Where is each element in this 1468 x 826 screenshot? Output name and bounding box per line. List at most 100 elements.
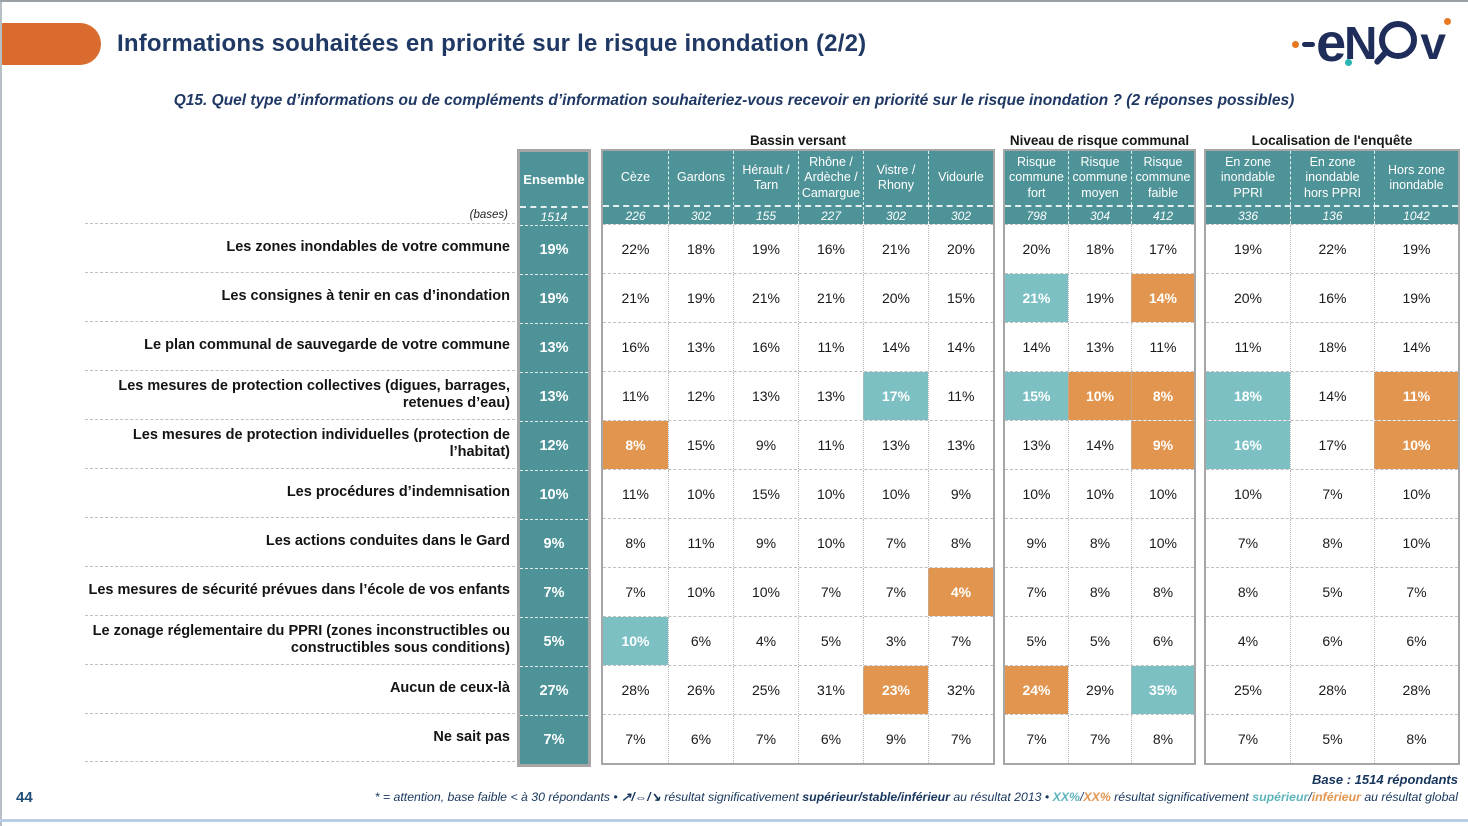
value-cell: 8% <box>1068 519 1131 567</box>
table-row: 19% 22% 19% <box>1206 224 1458 273</box>
value-cell: 10% <box>1233 486 1263 502</box>
value-cell: 4% <box>1237 633 1259 649</box>
column-base: 302 <box>863 207 928 224</box>
value-cell: 19% <box>733 225 798 273</box>
value-cell: 5% <box>798 617 863 665</box>
value-cell: 21% <box>733 274 798 322</box>
column-header: Gardons <box>668 151 733 205</box>
value-cell: 7% <box>928 617 993 665</box>
value-cell: 11% <box>1374 372 1458 420</box>
group-localisation: Localisation de l'enquête En zone inonda… <box>1204 132 1460 765</box>
value-cell: 13% <box>1022 437 1051 453</box>
value-cell: 10% <box>1374 470 1458 518</box>
value-cell: 7% <box>863 519 928 567</box>
logo-orange-dot <box>1292 40 1300 48</box>
value-cell: 23% <box>863 666 928 714</box>
value-cell: 20% <box>1233 290 1263 306</box>
value-cell: 10% <box>863 470 928 518</box>
value-cell: 21% <box>621 290 650 306</box>
value-cell: 13% <box>1068 323 1131 371</box>
value-cell: 6% <box>1374 617 1458 665</box>
row-label: Aucun de ceux-là <box>85 664 515 713</box>
value-cell: 11% <box>1234 339 1262 355</box>
column-header: Vidourle <box>928 151 993 205</box>
value-cell: 10% <box>733 568 798 616</box>
row-label: Les actions conduites dans le Gard <box>85 517 515 566</box>
value-cell: 7% <box>625 584 646 600</box>
value-cell: 16% <box>621 339 650 355</box>
row-label: Les consignes à tenir en cas d’inondatio… <box>85 272 515 321</box>
ensemble-box: Ensemble 1514 19% 19% 13% 13% 12% 10% 9% 7% 5% 27… <box>517 149 591 767</box>
table-row: 20% 18% 17% <box>1005 224 1194 273</box>
value-cell: 32% <box>928 666 993 714</box>
footnote-segment: / <box>1080 790 1084 805</box>
value-cell: 9% <box>863 715 928 763</box>
group-title: Niveau de risque communal <box>1009 133 1190 148</box>
value-cell: 8% <box>1131 372 1194 420</box>
value-cell: 22% <box>621 241 650 257</box>
value-cell: 18% <box>1290 323 1374 371</box>
value-cell: 20% <box>928 225 993 273</box>
value-cell: 7% <box>1237 731 1259 747</box>
table-row: 21% 19% 14% <box>1005 273 1194 322</box>
table-row: 7% 6% 7% 6% 9% 7% <box>603 714 993 763</box>
value-cell: 14% <box>1374 323 1458 371</box>
value-cell: 19% <box>1374 225 1458 273</box>
page-title: Informations souhaitées en priorité sur … <box>117 30 867 57</box>
column-header: En zone inondable PPRI <box>1220 155 1276 200</box>
ensemble-value: 27% <box>520 666 588 715</box>
column-base: 302 <box>928 207 993 224</box>
value-cell: 18% <box>1068 225 1131 273</box>
base-note: Base : 1514 répondants <box>1312 772 1458 787</box>
table-row: 28% 26% 25% 31% 23% 32% <box>603 665 993 714</box>
table-row: 10% 6% 4% 5% 3% 7% <box>603 616 993 665</box>
page-number: 44 <box>16 789 33 806</box>
table-row: 13% 14% 9% <box>1005 420 1194 469</box>
bases-label: (bases) <box>469 208 508 221</box>
group-niveau-risque: Niveau de risque communal Risque commune… <box>1003 132 1196 765</box>
value-cell: 18% <box>1206 372 1290 420</box>
table-row: 22% 18% 19% 16% 21% 20% <box>603 224 993 273</box>
value-cell: 22% <box>1290 225 1374 273</box>
ensemble-header: Ensemble <box>523 171 585 187</box>
column-header: Risque commune moyen <box>1068 151 1131 205</box>
value-cell: 8% <box>928 519 993 567</box>
value-cell: 8% <box>625 535 646 551</box>
value-cell: 15% <box>928 274 993 322</box>
value-cell: 12% <box>668 372 733 420</box>
ensemble-values: 19% 19% 13% 13% 12% 10% 9% 7% 5% 27% 7% <box>520 225 588 764</box>
value-cell: 21% <box>863 225 928 273</box>
group-bases-row: 798 304 412 <box>1005 205 1194 224</box>
table-row: 20% 16% 19% <box>1206 273 1458 322</box>
column-header: En zone inondable hors PPRI <box>1290 151 1374 205</box>
column-base: 136 <box>1290 207 1374 224</box>
table-row: 5% 5% 6% <box>1005 616 1194 665</box>
value-cell: 7% <box>733 715 798 763</box>
value-cell: 6% <box>798 715 863 763</box>
table-row: 11% 10% 15% 10% 10% 9% <box>603 469 993 518</box>
column-header: Risque commune fort <box>1009 155 1064 200</box>
value-cell: 9% <box>928 470 993 518</box>
footer: 44 * = attention, base faible < à 30 rép… <box>0 787 1468 806</box>
value-cell: 8% <box>1290 519 1374 567</box>
value-cell: 16% <box>1290 274 1374 322</box>
table-row: 7% 7% 8% <box>1005 714 1194 763</box>
value-cell: 10% <box>1374 421 1458 469</box>
row-label: Les mesures de sécurité prévues dans l’é… <box>85 566 515 615</box>
value-cell: 14% <box>1022 339 1051 355</box>
value-cell: 14% <box>1068 421 1131 469</box>
footnote-segment: résultat significativement <box>1110 790 1253 805</box>
value-cell: 29% <box>1068 666 1131 714</box>
value-cell: 7% <box>1237 535 1259 551</box>
value-cell: 9% <box>1026 535 1047 551</box>
value-cell: 21% <box>1005 274 1068 322</box>
footnote-segment: / <box>1308 790 1312 805</box>
value-cell: 10% <box>798 470 863 518</box>
value-cell: 7% <box>928 715 993 763</box>
value-cell: 15% <box>733 470 798 518</box>
ensemble-value: 7% <box>520 715 588 764</box>
value-cell: 10% <box>1131 519 1194 567</box>
value-cell: 20% <box>863 274 928 322</box>
value-cell: 8% <box>1068 568 1131 616</box>
table-row: 15% 10% 8% <box>1005 371 1194 420</box>
